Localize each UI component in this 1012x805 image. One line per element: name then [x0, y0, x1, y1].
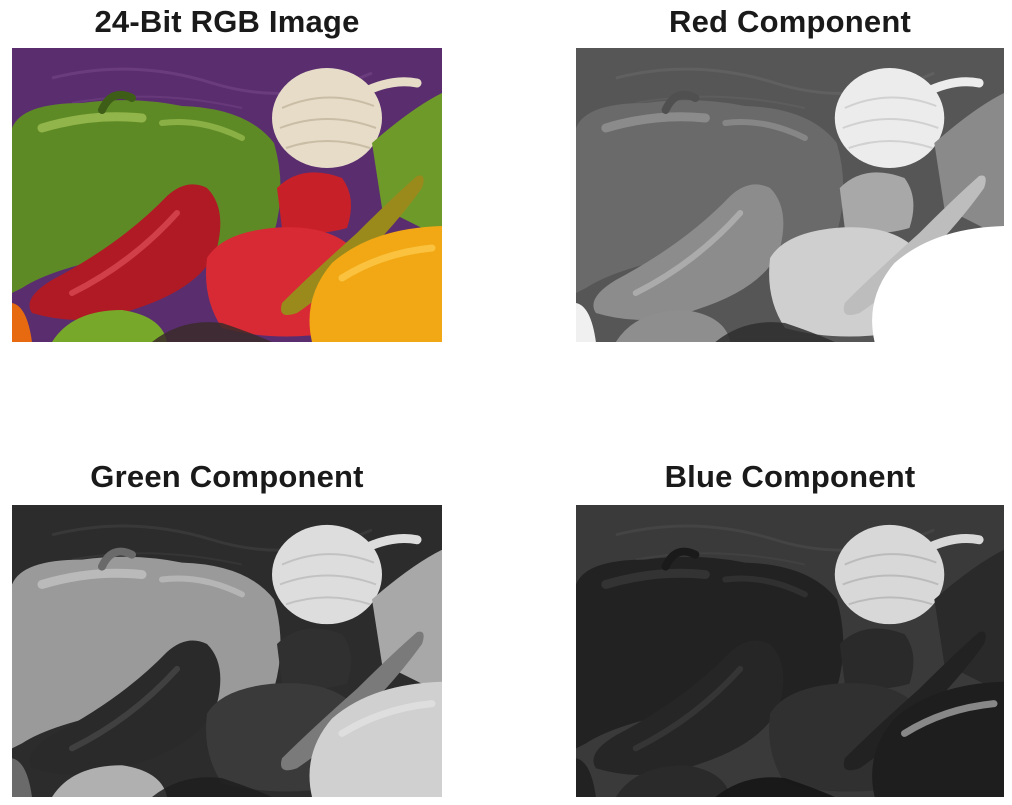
- rgb-image: [12, 48, 442, 342]
- panel-red: Red Component: [576, 0, 1004, 345]
- panel-rgb: 24-Bit RGB Image: [12, 0, 442, 345]
- panel-title-blue: Blue Component: [576, 459, 1004, 495]
- green-component-image: [12, 505, 442, 797]
- red-component-image: [576, 48, 1004, 342]
- panel-title-green: Green Component: [12, 459, 442, 495]
- blue-component-image: [576, 505, 1004, 797]
- panel-blue: Blue Component: [576, 455, 1004, 800]
- panel-title-red: Red Component: [576, 4, 1004, 40]
- panel-title-rgb: 24-Bit RGB Image: [12, 4, 442, 40]
- panel-green: Green Component: [12, 455, 442, 800]
